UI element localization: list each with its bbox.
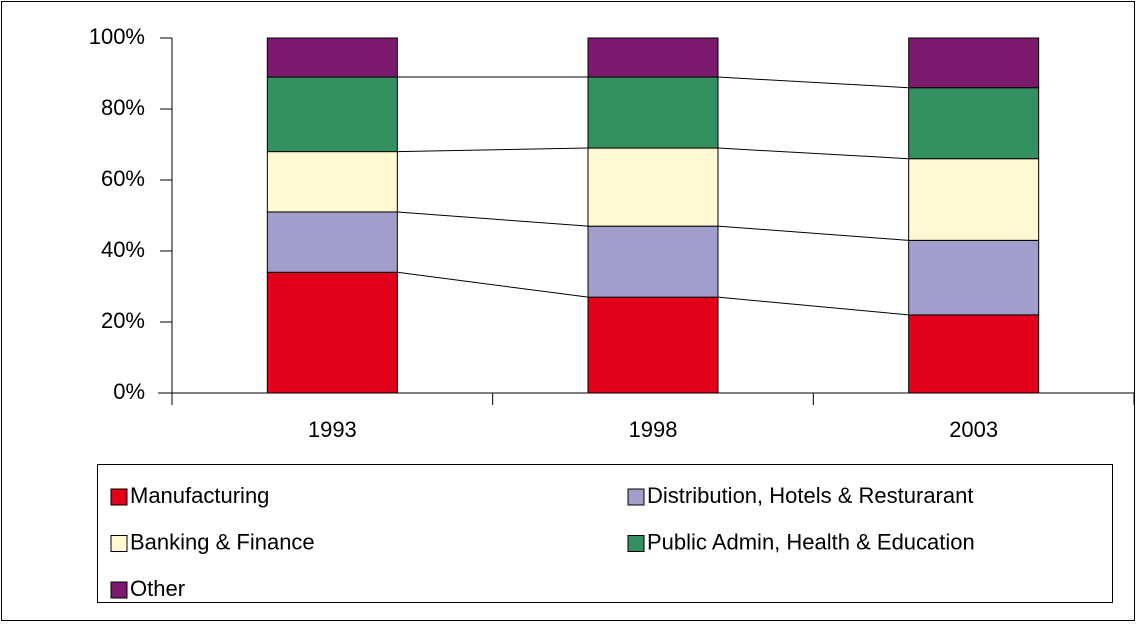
y-tick-label: 80%: [101, 95, 145, 120]
legend-box: [97, 464, 1113, 603]
legend-swatch: [627, 488, 645, 506]
y-tick-label: 40%: [101, 237, 145, 262]
x-tick-label: 1998: [629, 417, 678, 442]
legend-label: Manufacturing: [130, 483, 269, 508]
legend-swatch: [110, 488, 128, 506]
bar-segment: [908, 87, 1040, 160]
bar-segment: [587, 296, 719, 394]
y-tick-label: 0%: [113, 379, 145, 404]
x-tick-label: 1993: [308, 417, 357, 442]
legend-label: Other: [130, 576, 185, 601]
legend-swatch: [627, 535, 645, 552]
bar-segment: [908, 314, 1040, 394]
bar-segment: [266, 76, 398, 153]
y-tick-label: 60%: [101, 166, 145, 191]
series-line: [397, 147, 589, 153]
series-line: [717, 147, 909, 160]
bar-segment: [908, 158, 1040, 241]
y-tick-label: 20%: [101, 308, 145, 333]
legend-swatch: [110, 535, 128, 552]
legend-label: Public Admin, Health & Education: [647, 529, 975, 554]
bar-segment: [587, 76, 719, 149]
legend-label: Banking & Finance: [130, 529, 315, 554]
series-line: [397, 271, 589, 298]
bar-segment: [587, 147, 719, 227]
bar-segment: [266, 37, 398, 78]
bar-segment: [266, 211, 398, 273]
x-tick-label: 2003: [949, 417, 998, 442]
legend-label: Distribution, Hotels & Resturarant: [647, 483, 973, 508]
y-tick-label: 100%: [89, 24, 145, 49]
bar-segment: [266, 151, 398, 213]
series-line: [717, 296, 909, 316]
legend-swatch: [110, 581, 128, 599]
series-line: [717, 76, 909, 89]
bar-segment: [908, 239, 1040, 316]
bar-segment: [587, 37, 719, 78]
series-line: [717, 225, 909, 241]
series-line: [397, 211, 589, 227]
bar-segment: [587, 225, 719, 298]
bar-segment: [908, 37, 1040, 89]
bar-segment: [266, 271, 398, 394]
